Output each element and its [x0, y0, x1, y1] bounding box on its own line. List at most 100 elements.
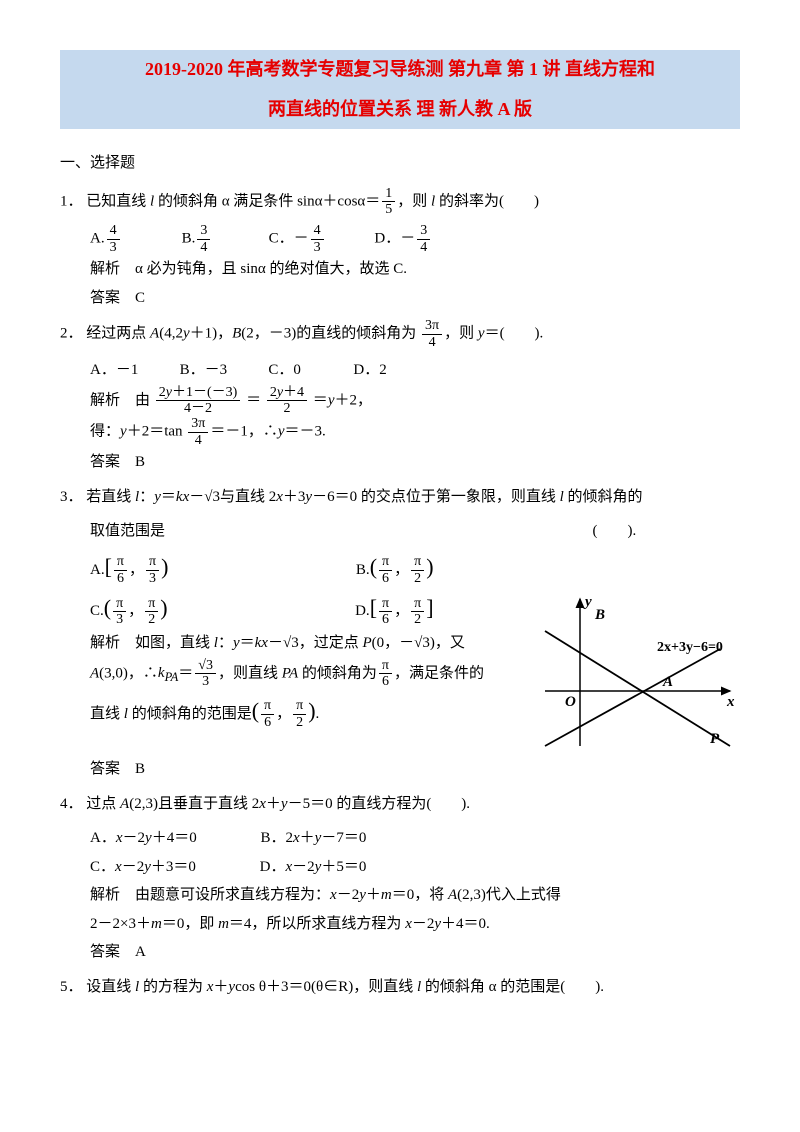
q3-line2: 取值范围是 ( ). [60, 517, 740, 546]
graph-O-label: O [565, 694, 576, 710]
q3-text-b: ： [139, 489, 154, 505]
var-y: y [478, 326, 485, 342]
q1-text-c: ，则 [397, 193, 431, 209]
q2-text-a: 经过两点 [86, 326, 150, 342]
q1-optA-pre: A. [90, 231, 105, 247]
q4-optB: B．2x＋y－7＝0 [260, 830, 366, 846]
frac-expr1: 2y＋1－(－3)4－2 [156, 385, 241, 417]
frac-3-4b: 34 [417, 223, 430, 255]
frac-expr2: 2y＋42 [267, 385, 307, 417]
graph-P-label: P [710, 731, 720, 747]
question-4: 4． 过点 A(2,3)且垂直于直线 2x＋y－5＝0 的直线方程为( ). [60, 790, 740, 819]
q4-optD: D．x－2y＋5＝0 [260, 859, 367, 875]
q4-options-row2: C．x－2y＋3＝0 D．x－2y＋5＝0 [60, 853, 740, 882]
frac-sqrt3-3: √33 [195, 658, 216, 690]
q3-expl2-a: (3,0)，∴ [99, 665, 158, 681]
q3-text-i: ( ). [593, 523, 637, 539]
q1-optD-pre: D．－ [374, 231, 415, 247]
frac-pi-3b: π3 [113, 596, 126, 628]
graph-B-label: B [594, 607, 605, 623]
q2-answer: 答案 B [60, 448, 740, 477]
q2-expl1-d: ＋2， [334, 392, 372, 408]
q2-text-c: ＋1)， [190, 326, 233, 342]
q4-answer: 答案 A [60, 938, 740, 967]
q2-text-b: (4,2 [159, 326, 183, 342]
q1-number: 1． [60, 193, 83, 209]
graph-A-label: A [662, 674, 673, 690]
q1-explanation: 解析 α 必为钝角，且 sinα 的绝对值大，故选 C. [60, 255, 740, 284]
q5-text-b: 的方程为 [139, 979, 207, 995]
graph-line-eq: 2x+3y−6=0 [657, 640, 723, 655]
q5-text-e: 的倾斜角 α 的范围是( ). [421, 979, 604, 995]
var-kx: kx [176, 489, 189, 505]
paren-open: ( [370, 554, 377, 579]
q2-explanation-1: 解析 由 2y＋1－(－3)4－2 ＝ 2y＋42 ＝y＋2， [60, 385, 740, 417]
q4-optA: A．x－2y＋4＝0 [90, 830, 197, 846]
q3-expl2-e: ，满足条件的 [394, 665, 484, 681]
q2-explanation-2: 得：y＋2＝tan 3π4＝－1，∴y＝－3. [60, 416, 740, 448]
q2-expl1-a: 解析 由 [90, 392, 150, 408]
q5-text-a: 设直线 [86, 979, 135, 995]
graph-x-label: x [726, 694, 735, 710]
paren-close: ) [426, 554, 433, 579]
q3-expl1-e: (0，－√3)，又 [372, 635, 465, 651]
q1-optC-pre: C．－ [269, 231, 309, 247]
frac-pi-2c: π2 [411, 596, 424, 628]
doc-title: 2019-2020 年高考数学专题复习导练测 第九章 第 1 讲 直线方程和 两… [60, 50, 740, 129]
frac-3pi-4b: 3π4 [188, 416, 208, 448]
q2-expl2-c: ＝－1，∴ [210, 424, 278, 440]
var-kx: kx [255, 635, 268, 651]
q1-options: A.43 B.34 C．－43 D．－34 [60, 223, 740, 255]
frac-pi-2d: π2 [293, 698, 306, 730]
frac-3-4: 34 [197, 223, 210, 255]
q2-expl2-a: 得： [90, 424, 120, 440]
q3-graph: y x B A O P 2x+3y−6=0 [535, 591, 740, 751]
q3-text-e: ＋3 [283, 489, 306, 505]
var-y: y [233, 635, 240, 651]
q1-text-d: 的斜率为( ) [435, 193, 539, 209]
frac-pi-6: π6 [114, 554, 127, 586]
var-A: A [90, 665, 99, 681]
var-B: B [232, 326, 241, 342]
q3-optA: A. [90, 562, 105, 578]
q2-expl2-b: ＋2＝tan [127, 424, 183, 440]
frac-4-3b: 43 [311, 223, 324, 255]
q3-expl2-d: 的倾斜角为 [298, 665, 377, 681]
q3-expl2-c: ，则直线 [218, 665, 282, 681]
var-P: P [362, 635, 371, 651]
frac-pi-6e: π6 [261, 698, 274, 730]
var-kPA: kPA [158, 665, 178, 681]
q5-number: 5． [60, 979, 83, 995]
q3-text-f: －6＝0 的交点位于第一象限，则直线 [312, 489, 560, 505]
q2-optA: A．－1 [90, 362, 138, 378]
question-3: 3． 若直线 l：y＝kx－√3与直线 2x＋3y－6＝0 的交点位于第一象限，… [60, 483, 740, 512]
frac-4-3: 43 [107, 223, 120, 255]
var-A: A [150, 326, 159, 342]
q5-text-c: ＋ [213, 979, 228, 995]
frac-pi-2b: π2 [145, 596, 158, 628]
frac-1-5: 15 [382, 186, 395, 218]
bracket-open: [ [370, 595, 377, 620]
q1-text-a: 已知直线 [86, 193, 150, 209]
q2-expl1-c: ＝ [313, 392, 328, 408]
paren-open: ( [104, 595, 111, 620]
q3-optD: D. [355, 603, 370, 619]
frac-pi-6c: π6 [379, 596, 392, 628]
q3-options-row1: A.[π6，π3) B.(π6，π2) [60, 546, 740, 588]
q3-expl1-d: －√3，过定点 [268, 635, 362, 651]
q3-text-c: ＝ [161, 489, 176, 505]
q1-answer: 答案 C [60, 284, 740, 313]
q2-expl2-d: ＝－3. [285, 424, 326, 440]
q4-optC: C．x－2y＋3＝0 [90, 859, 196, 875]
q2-number: 2． [60, 326, 83, 342]
var-l: l [150, 193, 154, 209]
q3-text-d: －√3与直线 2 [189, 489, 276, 505]
q2-text-d: (2，－3)的直线的倾斜角为 [241, 326, 416, 342]
q2-optD: D．2 [353, 362, 386, 378]
q3-answer: 答案 B [60, 755, 740, 784]
q3-expl1-a: 解析 如图，直线 [90, 635, 214, 651]
q3-expl1-c: ＝ [240, 635, 255, 651]
q4-text: 过点 A(2,3)且垂直于直线 2x＋y－5＝0 的直线方程为( ). [86, 796, 470, 812]
paren-open: ( [252, 698, 259, 723]
q2-expl1-b: ＝ [246, 392, 261, 408]
